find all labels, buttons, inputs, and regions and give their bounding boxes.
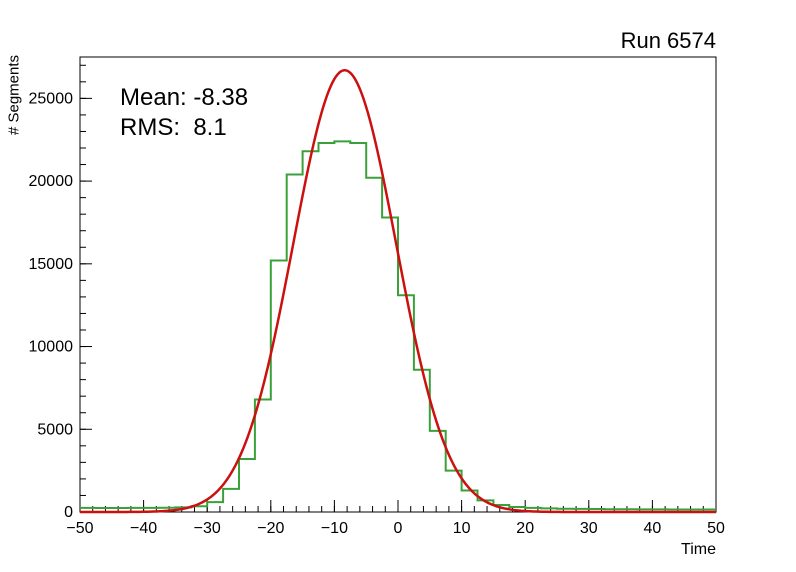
histogram-series <box>80 140 716 511</box>
x-tick-label: −10 <box>321 520 348 537</box>
x-tick-label: 30 <box>580 520 598 537</box>
x-tick-label: 0 <box>394 520 403 537</box>
x-tick-label: 50 <box>707 520 725 537</box>
y-tick-label: 25000 <box>29 90 74 107</box>
x-tick-label: −20 <box>257 520 284 537</box>
x-tick-label: −40 <box>130 520 157 537</box>
x-axis-title: Time <box>681 541 716 558</box>
y-tick-label: 0 <box>64 504 73 521</box>
x-tick-label: −50 <box>66 520 93 537</box>
histogram <box>80 140 716 511</box>
plot-title: Run 6574 <box>620 28 716 53</box>
y-axis-title: # Segments <box>5 54 23 136</box>
fit <box>80 69 716 514</box>
y-tick-label: 5000 <box>37 421 73 438</box>
x-tick-label: −30 <box>194 520 221 537</box>
x-tick-label: 20 <box>516 520 534 537</box>
stat-mean-text: Mean: -8.38 <box>120 84 249 111</box>
x-tick-label: 40 <box>644 520 662 537</box>
y-tick-label: 15000 <box>29 256 74 273</box>
plot-frame <box>79 56 717 513</box>
stat-rms-text: RMS: 8.1 <box>120 114 227 141</box>
x-tick-label: 10 <box>453 520 471 537</box>
axes: −50 −40 −30 −20 −10 0 10 20 30 40 50 0 5000 10000 1500… <box>29 64 725 537</box>
fit-curve <box>80 69 716 514</box>
y-tick-label: 10000 <box>29 339 74 356</box>
frame <box>79 56 717 513</box>
y-tick-label: 20000 <box>29 173 74 190</box>
